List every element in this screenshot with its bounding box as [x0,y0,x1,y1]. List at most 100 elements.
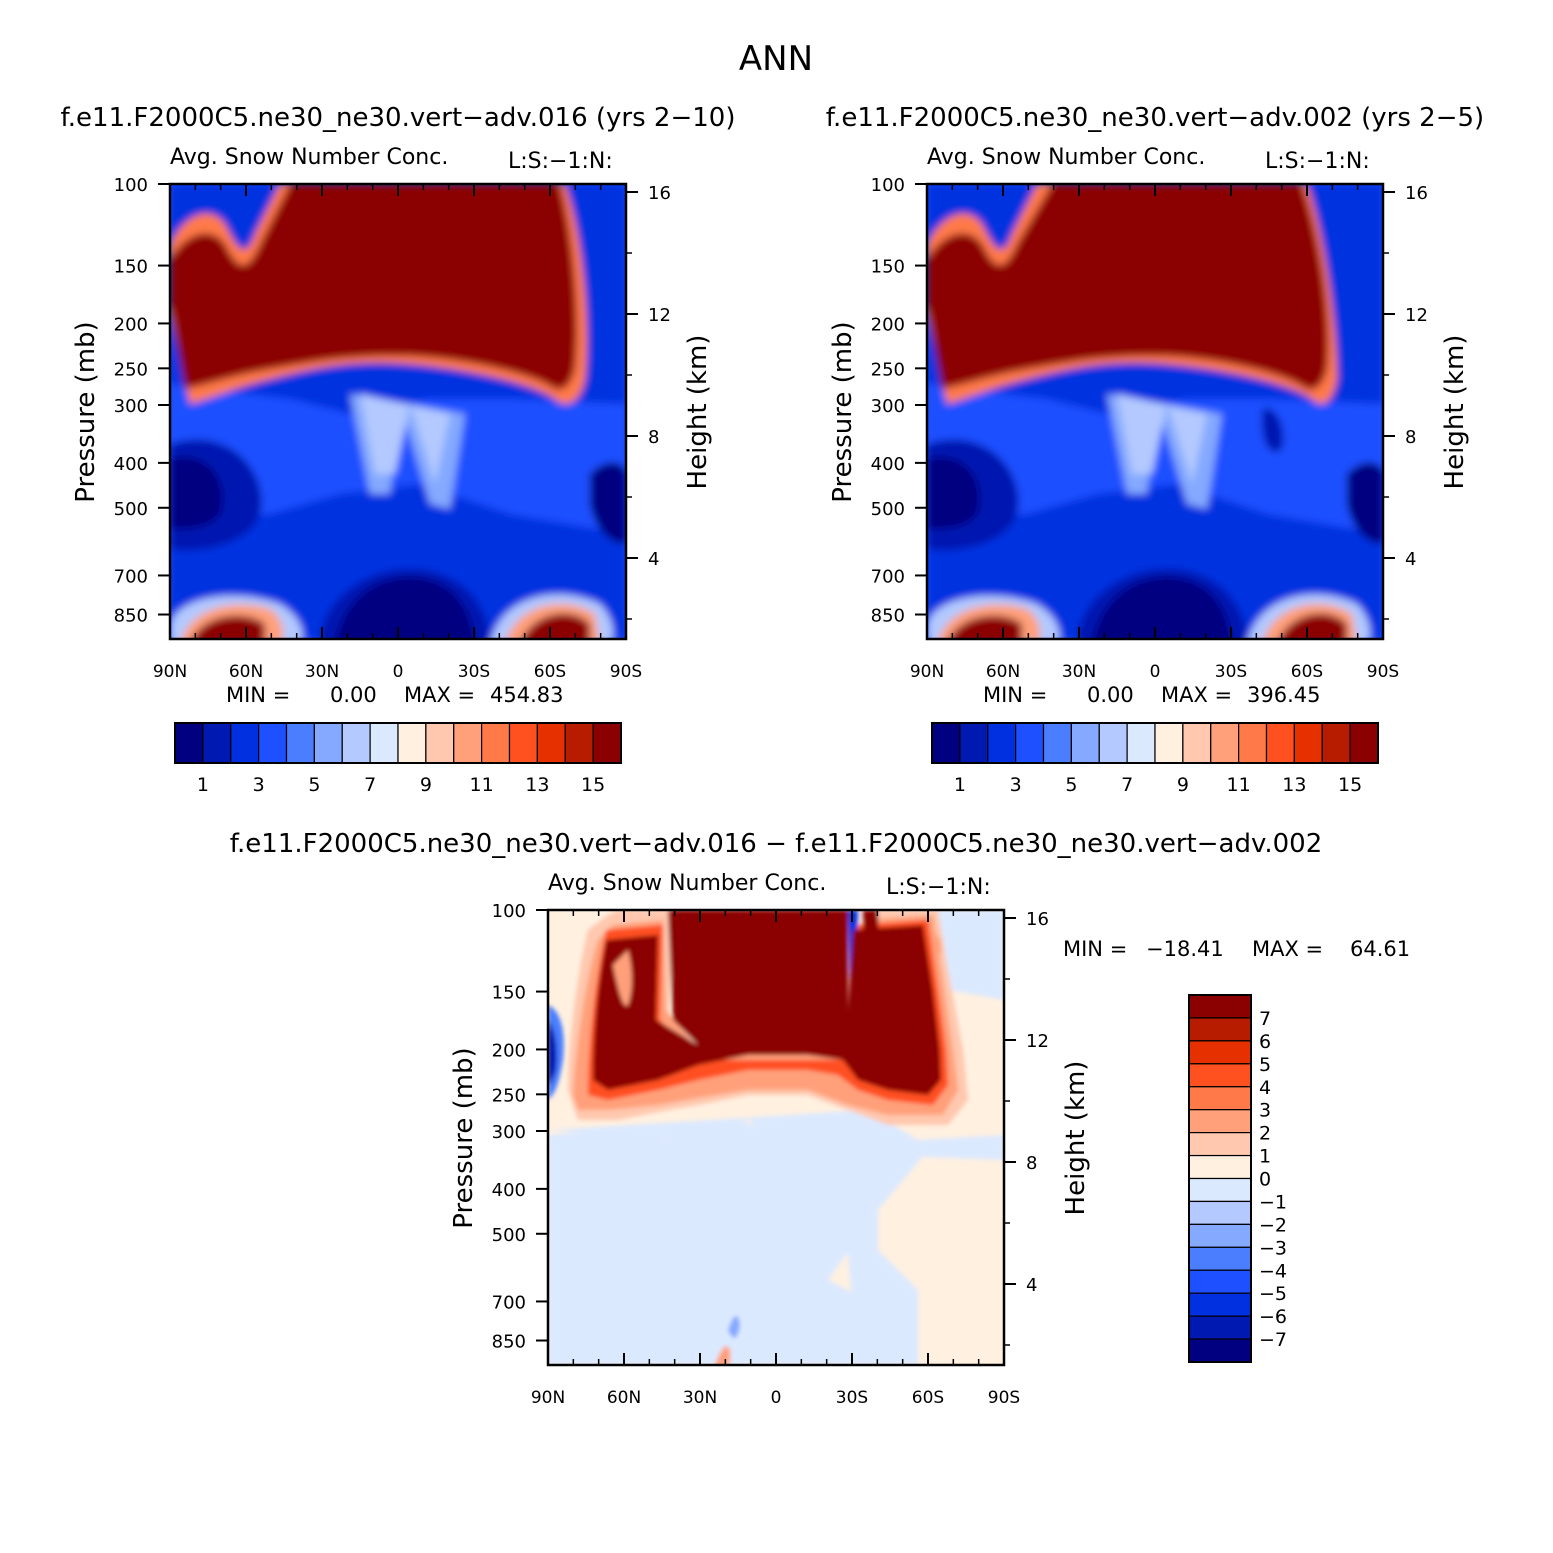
colorbar-swatch [1188,1040,1252,1065]
panel-1-min-label: MIN = [226,683,290,707]
colorbar-label: 4 [1259,1077,1271,1099]
x-tick-label: 0 [771,1388,782,1408]
colorbar-label: −4 [1259,1260,1287,1282]
panel-2-max-value: 396.45 [1247,683,1320,707]
panel-2-colorbar: 1 3 5 7 9 11 13 15 [931,722,1379,796]
colorbar-swatch [1188,1315,1252,1340]
x-tick-label: 30S [836,1388,868,1408]
panel-3-min-label: MIN = [1063,937,1127,961]
colorbar-swatch [174,722,204,764]
panel-1-field [170,184,626,639]
y-right-tick-label: 16 [648,183,671,204]
y-right-tick-label: 8 [1405,427,1416,448]
x-tick-label: 90S [610,662,642,682]
colorbar-swatch [425,722,455,764]
colorbar-frame [931,722,1379,764]
y-tick-label: 850 [871,606,905,627]
panel-3-title-right: L:S:−1:N: [886,875,991,900]
colorbar-swatch [369,722,399,764]
y-tick-label: 150 [492,983,526,1004]
panel-1-max-value: 454.83 [490,683,563,707]
x-tick-label: 0 [1150,662,1161,682]
y-right-tick-label: 8 [648,427,659,448]
panel-3-field [548,910,1004,1365]
colorbar-label: 11 [1227,774,1251,796]
colorbar-label: 7 [364,774,376,796]
colorbar-swatch [1188,1086,1252,1111]
y-tick-label: 400 [492,1180,526,1201]
colorbar-swatch [1349,722,1379,764]
y-tick-label: 700 [114,566,148,587]
panel-3-ylabel-right: Height (km) [1061,1061,1091,1216]
colorbar-label: 7 [1121,774,1133,796]
x-tick-label: 30S [458,662,490,682]
colorbar-swatch [1188,1246,1252,1271]
colorbar-swatch [1188,1177,1252,1203]
colorbar-swatch [1188,1063,1252,1088]
colorbar-swatch [1182,722,1212,764]
colorbar-swatch [230,722,260,764]
colorbar-swatch [1265,722,1295,764]
y-tick-label: 300 [492,1122,526,1143]
panel-1-title-right: L:S:−1:N: [508,149,613,174]
panel-2-title: Avg. Snow Number Conc. [927,145,1205,170]
x-tick-label: 90S [1367,662,1399,682]
colorbar-swatch [1188,1109,1252,1134]
colorbar-swatch [1015,722,1045,764]
y-tick-label: 250 [492,1085,526,1106]
y-tick-label: 150 [871,257,905,278]
x-tick-label: 60N [986,662,1020,682]
colorbar-label: −1 [1259,1191,1287,1213]
y-tick-label: 250 [871,359,905,380]
colorbar-label: 6 [1259,1031,1271,1053]
colorbar-swatch [1210,722,1240,764]
y-tick-label: 500 [492,1225,526,1246]
colorbar-swatch [1042,722,1072,764]
colorbar-label: −6 [1259,1306,1287,1328]
panel-3-max-value: 64.61 [1350,937,1410,961]
colorbar-swatch [1188,1200,1252,1225]
colorbar-swatch [931,722,961,764]
colorbar-swatch [1321,722,1351,764]
figure-title: ANN [739,39,813,79]
colorbar-label: 5 [1259,1054,1271,1076]
panel-2-title-right: L:S:−1:N: [1265,149,1370,174]
panel-3-min-value: −18.41 [1146,937,1224,961]
colorbar-label: −2 [1259,1214,1287,1236]
y-right-tick-label: 4 [1026,1275,1037,1296]
colorbar-swatch [258,722,288,764]
panel-3-axes: 90N 60N 30N 0 30S 60S 90S 100 150 200 250 300 400 500… [492,901,1049,1408]
y-tick-label: 850 [492,1332,526,1353]
colorbar-label: 2 [1259,1123,1271,1145]
colorbar-frame [1188,994,1252,1363]
x-tick-label: 30S [1215,662,1247,682]
y-right-tick-label: 8 [1026,1153,1037,1174]
colorbar-swatch [959,722,989,764]
colorbar-swatch [1188,1132,1252,1157]
panel-2-ylabel: Pressure (mb) [828,321,858,502]
colorbar-label: 3 [1259,1100,1271,1122]
y-tick-label: 300 [114,396,148,417]
colorbar-label: 0 [1259,1169,1271,1191]
colorbar-swatch [1188,1292,1252,1317]
x-tick-label: 60N [607,1388,641,1408]
x-tick-label: 0 [393,662,404,682]
y-tick-label: 100 [871,175,905,196]
colorbar-swatch [536,722,566,764]
colorbar-swatch [1188,1338,1252,1363]
y-tick-label: 500 [871,499,905,520]
colorbar-swatch [592,722,622,764]
colorbar-label: 15 [1338,774,1362,796]
panel-1-case-title: f.e11.F2000C5.ne30_ne30.vert−adv.016 (yr… [61,103,736,133]
panel-1-min-value: 0.00 [330,683,377,707]
colorbar-swatch [1098,722,1128,764]
colorbar-label: 3 [1010,774,1022,796]
y-tick-label: 150 [114,257,148,278]
y-tick-label: 500 [114,499,148,520]
colorbar-swatch [481,722,511,764]
panel-2-min-label: MIN = [983,683,1047,707]
colorbar-label: 1 [1259,1146,1271,1168]
y-tick-label: 200 [492,1040,526,1061]
y-tick-label: 100 [114,175,148,196]
panel-1-ylabel: Pressure (mb) [71,321,101,502]
